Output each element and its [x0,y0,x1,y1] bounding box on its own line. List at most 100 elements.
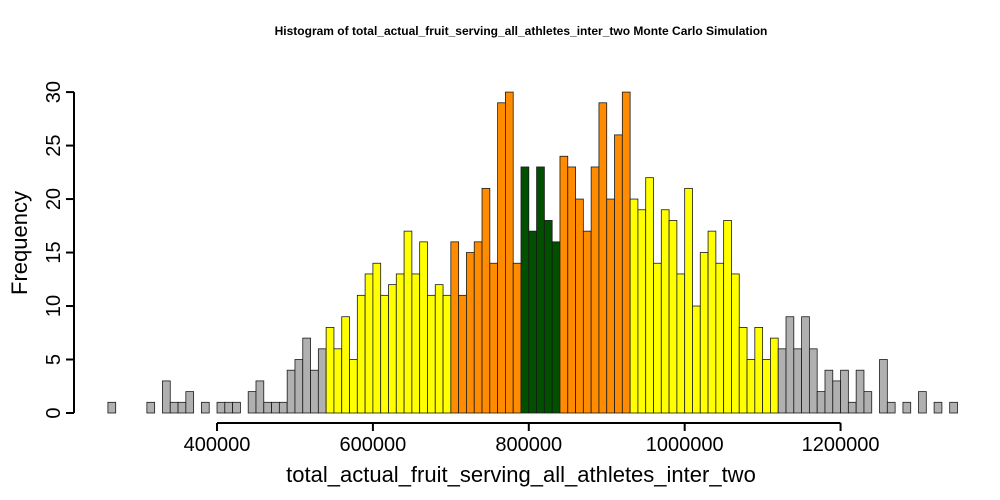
histogram-bar [395,273,405,414]
histogram-bar [653,262,662,414]
histogram-bar [692,305,701,414]
histogram-bar [216,401,226,414]
histogram-bar [598,102,608,414]
histogram-bar [388,284,397,414]
histogram-bar [177,401,187,414]
histogram-bars [107,91,958,414]
x-tick-label: 1200000 [802,434,880,456]
histogram-bar [777,348,787,414]
histogram-bar [372,262,382,414]
histogram-bar [349,359,358,414]
histogram-bar [793,348,802,414]
histogram-bar [543,220,553,414]
histogram-bar [169,401,179,414]
histogram-bar [762,359,771,414]
histogram-bar [232,401,241,414]
histogram-bar [466,252,475,414]
histogram-bar [707,230,717,414]
histogram-bar [419,241,428,414]
histogram-bar [489,262,499,414]
histogram-bar [224,401,233,414]
histogram-bar [497,102,506,414]
histogram-bar [863,391,873,414]
histogram-bar [458,294,467,414]
histogram-bar [824,369,834,414]
histogram-bar [614,134,623,414]
histogram-bar [434,284,444,414]
y-tick-label: 5 [43,354,65,365]
histogram-bar [559,155,569,414]
histogram-bar [785,316,795,414]
histogram-bar [536,166,545,414]
histogram-bar [278,401,288,414]
histogram-bar [302,337,311,414]
histogram-bar [832,380,841,414]
histogram-bar [271,401,280,414]
histogram-bar [808,348,818,414]
histogram-bar [333,348,343,414]
x-tick-label: 800000 [495,434,562,456]
histogram-bar [918,391,927,414]
histogram-bar [442,294,452,414]
histogram-bar [286,369,296,414]
x-axis: 400000 600000 800000 1000000 1200000 [184,422,880,456]
histogram-bar [185,391,195,414]
histogram-bar [505,91,514,414]
histogram-bar [317,348,327,414]
histogram-bar [162,380,171,414]
histogram-bar [676,273,686,414]
histogram-bar [582,230,592,414]
histogram-bar [310,369,319,414]
histogram-bar [715,262,725,414]
histogram-bar [684,187,693,414]
histogram-bar [723,220,732,414]
histogram-bar [738,327,748,414]
y-tick-label: 0 [43,407,65,418]
histogram-bar [590,166,600,414]
histogram-bar [512,262,522,414]
histogram-bar [146,401,156,414]
histogram-bar [551,241,561,414]
histogram-bar [621,91,631,414]
y-axis-label: Frequency [7,191,32,295]
histogram-bar [637,209,647,414]
histogram-bar [403,230,413,414]
histogram-bar [341,316,350,414]
histogram-bar [575,198,584,414]
histogram-bar [668,220,678,414]
histogram-bar [356,294,366,414]
histogram-bar [263,401,272,414]
histogram-bar [364,273,374,414]
histogram-bar [107,401,117,414]
histogram-bar [294,359,304,414]
histogram-bar [629,198,639,414]
histogram-bar [201,401,210,414]
histogram-bar [645,177,654,414]
histogram-bar [450,241,460,414]
histogram-bar [411,273,421,414]
histogram-bar [754,327,764,414]
histogram-bar [816,391,826,414]
histogram-bar [473,241,483,414]
histogram-bar [699,252,709,414]
histogram-bar [528,230,537,414]
histogram-bar [879,359,888,414]
histogram-bar [902,401,912,414]
histogram-bar [481,187,491,414]
y-tick-label: 20 [43,188,65,210]
histogram-bar [380,294,389,414]
histogram-bar [933,401,943,414]
histogram-bar [660,209,670,414]
histogram-bar [606,198,615,414]
x-tick-label: 400000 [184,434,251,456]
histogram-bar [427,294,436,414]
y-tick-label: 30 [43,81,65,103]
x-tick-label: 1000000 [646,434,724,456]
histogram-bar [746,359,756,414]
histogram-bar [855,369,865,414]
histogram-bar [770,337,779,414]
histogram-bar [520,166,530,414]
histogram-bar [325,327,335,414]
histogram-bar [567,166,576,414]
x-axis-label: total_actual_fruit_serving_all_athletes_… [286,462,756,487]
